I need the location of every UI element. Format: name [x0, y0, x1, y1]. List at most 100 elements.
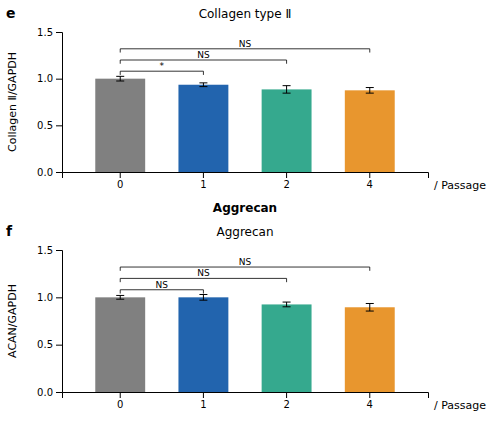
- significance-bracket: [120, 278, 286, 282]
- x-axis-title: / Passage: [434, 399, 486, 412]
- caption: Aggrecan: [213, 201, 277, 215]
- x-tick-label: 0: [117, 399, 123, 410]
- y-tick: 1.5: [37, 27, 62, 38]
- x-tick-mark: [120, 392, 121, 398]
- bar: [262, 89, 312, 172]
- x-tick-mark: [286, 392, 287, 398]
- bar: [345, 307, 395, 392]
- x-tick: 4: [367, 172, 373, 190]
- significance-label: *: [160, 61, 165, 71]
- x-tick: 1: [200, 392, 206, 410]
- significance-label: NS: [239, 257, 252, 267]
- y-tick-label: 1.5: [37, 27, 53, 38]
- x-tick-mark: [369, 392, 370, 398]
- significance: * NS NS: [120, 39, 370, 75]
- x-tick-label: 0: [117, 179, 123, 190]
- bar: [345, 90, 395, 172]
- error-bar: [283, 302, 291, 307]
- x-tick-mark: [369, 172, 370, 178]
- y-tick-mark: [56, 392, 62, 393]
- error-bar: [116, 76, 124, 81]
- significance: NS NS NS: [120, 257, 370, 294]
- x-tick-label: 4: [367, 399, 373, 410]
- panel-label: f: [6, 223, 13, 239]
- error-bar: [116, 295, 124, 299]
- y-axis: 0.0 0.5 1.0 1.5: [37, 245, 62, 398]
- bar: [95, 79, 145, 172]
- error-bar: [366, 303, 374, 311]
- x-tick: 2: [283, 172, 289, 190]
- x-tick: 1: [200, 172, 206, 190]
- y-axis-title: ACAN/GAPDH: [6, 284, 19, 358]
- y-tick-mark: [56, 79, 62, 80]
- x-tick: 2: [283, 392, 289, 410]
- y-tick-mark: [56, 125, 62, 126]
- chart: 0.0 0.5 1.0 1.5 0 1 2 4 * NS NS Collagen type Ⅱ Coll…: [0, 0, 500, 434]
- x-axis: 0 1 2 4: [63, 392, 429, 410]
- y-tick: 0.5: [37, 120, 62, 131]
- y-tick-label: 0.0: [37, 167, 53, 178]
- y-tick-mark: [56, 172, 62, 173]
- y-tick-mark: [56, 297, 62, 298]
- x-tick-mark: [203, 172, 204, 178]
- significance-bracket: [120, 267, 370, 271]
- x-tick-label: 1: [200, 179, 206, 190]
- x-tick: 0: [117, 392, 123, 410]
- error-bar: [283, 86, 291, 93]
- y-tick-mark: [56, 250, 62, 251]
- y-tick-mark: [56, 32, 62, 33]
- panel: 0.0 0.5 1.0 1.5 0 1 2 4 * NS NS Collagen type Ⅱ Coll…: [6, 5, 486, 215]
- plot-area: [95, 76, 394, 172]
- y-tick-mark: [56, 345, 62, 346]
- y-tick-label: 0.0: [37, 387, 53, 398]
- x-tick-label: 2: [283, 399, 289, 410]
- title: Aggrecan: [216, 225, 273, 239]
- x-axis-line: [63, 173, 429, 179]
- error-bar: [199, 294, 207, 300]
- y-tick-label: 1.5: [37, 245, 53, 256]
- x-axis-line: [63, 393, 429, 399]
- x-tick-label: 2: [283, 179, 289, 190]
- y-tick: 1.0: [37, 292, 62, 303]
- y-tick: 0.5: [37, 339, 62, 350]
- y-tick-label: 0.5: [37, 120, 53, 131]
- bar: [262, 304, 312, 392]
- error-bar: [366, 88, 374, 94]
- significance-bracket: [120, 60, 286, 64]
- significance-bracket: [120, 71, 203, 75]
- significance-bracket: [120, 49, 370, 53]
- x-tick-label: 4: [367, 179, 373, 190]
- significance-bracket: [120, 290, 203, 294]
- y-axis-line: [56, 33, 63, 173]
- significance-label: NS: [239, 39, 252, 49]
- x-axis-title: / Passage: [434, 179, 486, 192]
- x-tick: 0: [117, 172, 123, 190]
- y-axis-line: [56, 251, 63, 393]
- bar: [95, 297, 145, 392]
- x-tick-mark: [203, 392, 204, 398]
- y-tick: 1.0: [37, 73, 62, 84]
- y-tick-label: 1.0: [37, 73, 53, 84]
- y-axis: 0.0 0.5 1.0 1.5: [37, 27, 62, 178]
- x-axis: 0 1 2 4: [63, 172, 429, 190]
- y-tick: 0.0: [37, 167, 62, 178]
- y-tick: 1.5: [37, 245, 62, 256]
- x-tick: 4: [367, 392, 373, 410]
- significance-label: NS: [197, 268, 210, 278]
- x-tick-label: 1: [200, 399, 206, 410]
- bar: [178, 297, 228, 392]
- y-tick-label: 0.5: [37, 339, 53, 350]
- y-tick-label: 1.0: [37, 292, 53, 303]
- panel: 0.0 0.5 1.0 1.5 0 1 2 4 NS NS NS Aggrecan ACAN/GAPDH…: [6, 223, 486, 412]
- significance-label: NS: [197, 50, 210, 60]
- title: Collagen type Ⅱ: [199, 7, 292, 21]
- x-tick-mark: [120, 172, 121, 178]
- y-axis-title: Collagen Ⅱ/GAPDH: [6, 52, 19, 152]
- significance-label: NS: [156, 280, 169, 290]
- error-bar: [199, 83, 207, 87]
- y-tick: 0.0: [37, 387, 62, 398]
- x-tick-mark: [286, 172, 287, 178]
- panel-label: e: [6, 5, 16, 21]
- plot-area: [95, 294, 394, 392]
- bar: [178, 85, 228, 172]
